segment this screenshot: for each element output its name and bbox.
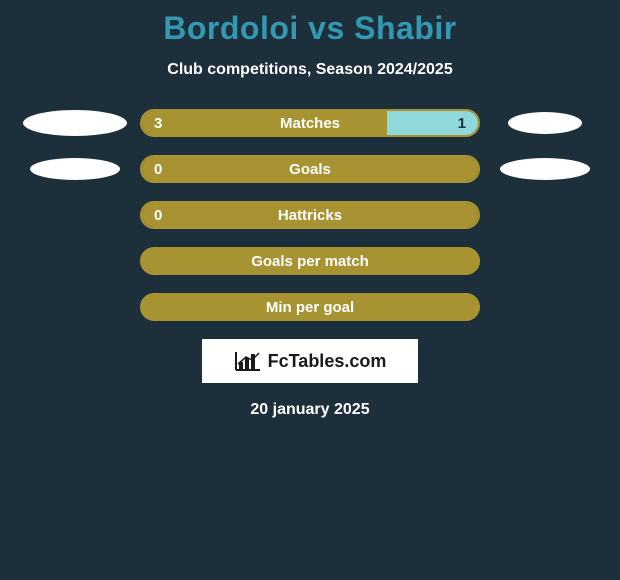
comparison-rows: 3 Matches 1 0 Goals 0 Hattricks Goals per match… [0, 109, 620, 321]
page-title: Bordoloi vs Shabir [0, 0, 620, 47]
player-ellipse-right [508, 112, 582, 134]
player-ellipse-left [30, 158, 120, 180]
right-slot [480, 112, 610, 134]
bar-value-left: 0 [154, 207, 162, 224]
stat-bar: Goals per match [140, 247, 480, 275]
stat-bar: 0 Hattricks [140, 201, 480, 229]
bar-value-left: 0 [154, 161, 162, 178]
bar-label: Min per goal [266, 299, 354, 316]
title-player2: Shabir [354, 10, 457, 46]
stat-bar: Min per goal [140, 293, 480, 321]
logo-chart-icon [234, 350, 262, 372]
bar-value-left: 3 [154, 115, 162, 132]
bar-label: Matches [280, 115, 340, 132]
left-slot [10, 158, 140, 180]
infographic-container: Bordoloi vs Shabir Club competitions, Se… [0, 0, 620, 580]
comparison-row: 0 Goals [0, 155, 620, 183]
logo-box: FcTables.com [202, 339, 418, 383]
comparison-row: 0 Hattricks [0, 201, 620, 229]
stat-bar: 3 Matches 1 [140, 109, 480, 137]
title-player1: Bordoloi [163, 10, 299, 46]
right-slot [480, 158, 610, 180]
logo-text: FcTables.com [268, 351, 387, 372]
comparison-row: Min per goal [0, 293, 620, 321]
comparison-row: Goals per match [0, 247, 620, 275]
bar-fill-left [142, 111, 387, 135]
bar-label: Goals [289, 161, 331, 178]
subtitle: Club competitions, Season 2024/2025 [0, 61, 620, 79]
player-ellipse-right [500, 158, 590, 180]
bar-label: Goals per match [251, 253, 369, 270]
bar-value-right: 1 [458, 115, 466, 132]
left-slot [10, 110, 140, 136]
stat-bar: 0 Goals [140, 155, 480, 183]
comparison-row: 3 Matches 1 [0, 109, 620, 137]
title-vs: vs [308, 10, 345, 46]
player-ellipse-left [23, 110, 127, 136]
bar-label: Hattricks [278, 207, 342, 224]
date-text: 20 january 2025 [0, 401, 620, 419]
